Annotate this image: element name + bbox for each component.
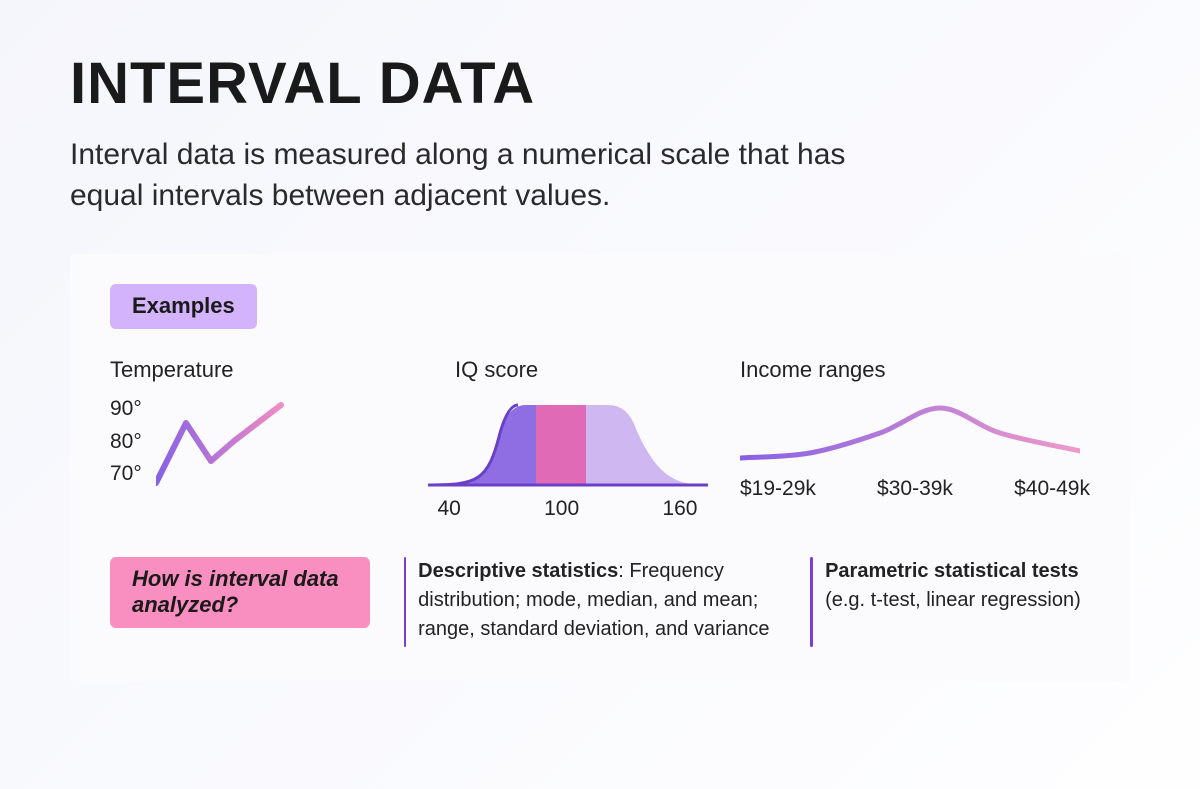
descriptive-column: Descriptive statistics: Frequency distri… <box>404 557 776 647</box>
temperature-chart-icon <box>156 393 296 493</box>
accent-bar-icon <box>810 557 813 647</box>
temp-tick: 90° <box>110 393 142 426</box>
parametric-column: Parametric statistical tests (e.g. t-tes… <box>810 557 1090 647</box>
examples-row: Temperature 90° 80° 70° <box>110 357 1090 521</box>
example-income: Income ranges $19-29k $30-39k $40-49k <box>740 357 1090 501</box>
example-temperature: Temperature 90° 80° 70° <box>110 357 395 493</box>
income-axis: $19-29k $30-39k $40-49k <box>740 477 1090 501</box>
iq-axis: 40 100 160 <box>438 497 698 521</box>
iq-chart-icon <box>428 393 708 493</box>
accent-bar-icon <box>404 557 406 647</box>
temp-tick: 80° <box>110 426 142 459</box>
income-tick: $19-29k <box>740 477 816 501</box>
income-tick: $30-39k <box>877 477 953 501</box>
parametric-text: Parametric statistical tests (e.g. t-tes… <box>825 557 1090 647</box>
income-tick: $40-49k <box>1014 477 1090 501</box>
temperature-scale: 90° 80° 70° <box>110 393 142 491</box>
income-chart-icon <box>740 393 1080 473</box>
content-card: Examples Temperature 90° 80° 70° <box>70 254 1130 681</box>
examples-tag: Examples <box>110 284 257 329</box>
page-subtitle: Interval data is measured along a numeri… <box>70 135 920 216</box>
question-column: How is interval data analyzed? <box>110 557 370 628</box>
descriptive-text: Descriptive statistics: Frequency distri… <box>418 557 776 647</box>
page-title: INTERVAL DATA <box>70 50 1130 117</box>
analysis-row: How is interval data analyzed? Descripti… <box>110 557 1090 647</box>
temperature-label: Temperature <box>110 357 395 383</box>
income-curve <box>740 408 1080 458</box>
income-label: Income ranges <box>740 357 1090 383</box>
iq-tick: 160 <box>662 497 697 521</box>
iq-label: IQ score <box>455 357 710 383</box>
temp-tick: 70° <box>110 458 142 491</box>
temperature-line <box>156 405 281 483</box>
question-tag: How is interval data analyzed? <box>110 557 370 628</box>
example-iq: IQ score 40 100 160 <box>425 357 710 521</box>
iq-tick: 100 <box>544 497 579 521</box>
iq-tick: 40 <box>438 497 461 521</box>
